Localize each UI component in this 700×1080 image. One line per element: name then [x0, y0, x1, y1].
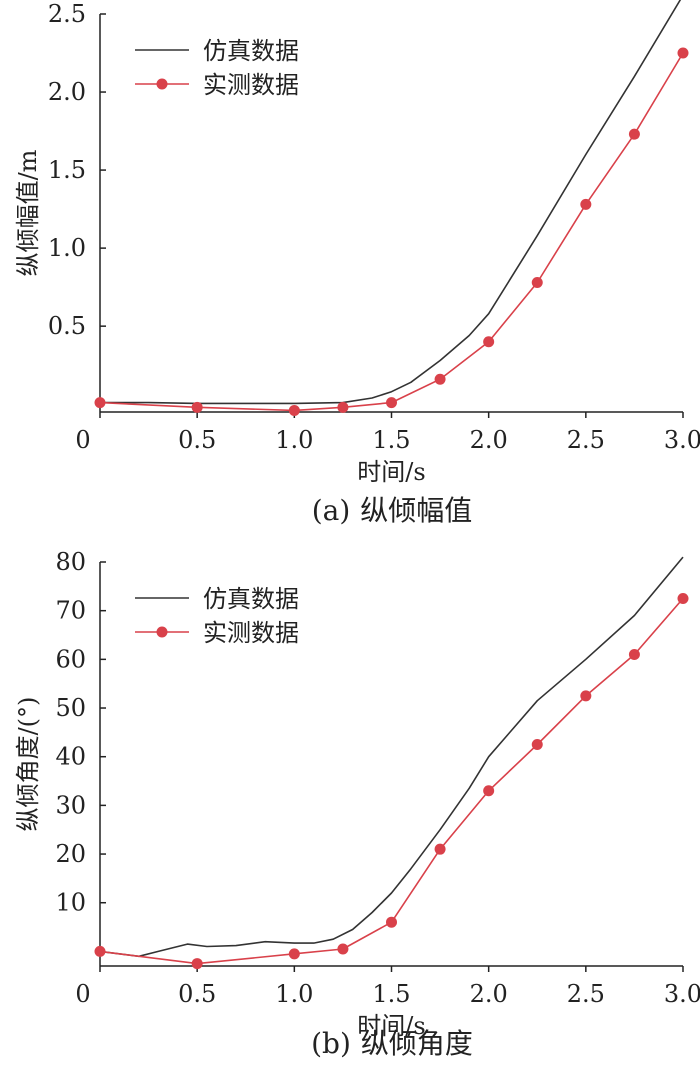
x-tick-label: 3.0 [664, 980, 700, 1008]
data-point [580, 198, 592, 210]
series-line-1 [100, 0, 682, 405]
data-point [386, 916, 397, 928]
caption-label: (a) [312, 494, 351, 527]
data-point [677, 593, 689, 605]
chart-trim-angle: 0 0.5 1.0 1.5 2.0 2.5 3.01020304050607080时间/s纵… [14, 548, 700, 1060]
x-tick-label: 0 [75, 980, 90, 1008]
x-tick-label: 0 [75, 426, 90, 454]
series-line-2 [99, 597, 684, 965]
y-tick-label: 60 [55, 645, 86, 673]
legend-label: 实测数据 [203, 71, 299, 99]
data-point [288, 404, 300, 416]
data-point [628, 648, 640, 660]
legend-label: 实测数据 [203, 619, 299, 647]
y-tick-label: 20 [55, 840, 86, 868]
caption-label: (b) [311, 1027, 351, 1060]
y-tick-label: 0.5 [48, 312, 86, 340]
caption-text: 纵倾角度 [361, 1027, 473, 1060]
x-tick-label: 1.0 [275, 426, 313, 454]
x-tick-label: 0.5 [178, 426, 216, 454]
series-line-1 [99, 556, 684, 958]
x-tick-label: 2.5 [567, 980, 605, 1008]
x-tick-label: 1.0 [275, 980, 313, 1008]
y-axis-label: 纵倾角度/(°) [14, 697, 42, 832]
data-point [288, 948, 300, 960]
data-point [337, 401, 349, 413]
y-tick-label: 40 [55, 743, 86, 771]
y-tick-label: 2.5 [48, 0, 86, 28]
x-tick-label: 2.5 [567, 426, 605, 454]
y-tick-label: 2.0 [48, 78, 86, 106]
legend-label: 仿真数据 [203, 37, 299, 65]
data-point [94, 397, 106, 409]
y-tick-label: 30 [55, 791, 86, 819]
data-point [191, 401, 203, 413]
data-point [483, 785, 495, 797]
y-tick-label: 50 [55, 694, 86, 722]
y-tick-label: 80 [55, 548, 86, 576]
y-tick-label: 1.0 [48, 234, 86, 262]
y-tick-label: 1.5 [48, 156, 86, 184]
data-point [434, 843, 446, 855]
data-point [580, 690, 592, 702]
data-point [386, 397, 397, 409]
y-axis-label: 纵倾幅值/m [14, 149, 42, 276]
legend-marker [156, 78, 168, 90]
series-line-2 [99, 52, 684, 412]
chart-trim-amplitude: 0 0.5 1.0 1.5 2.0 2.5 3.0 0.5 1.0 1.5 2.0 2.5 时间/s 纵倾… [14, 0, 700, 527]
x-tick-label: 1.5 [372, 426, 410, 454]
x-tick-label: 0.5 [178, 980, 216, 1008]
data-point [677, 47, 689, 59]
data-point [531, 739, 543, 751]
x-tick-label: 2.0 [470, 980, 508, 1008]
y-tick-label: 10 [55, 889, 86, 917]
data-point [434, 373, 446, 385]
x-axis-label: 时间/s [357, 458, 425, 486]
figure-caption: (b) 纵倾角度 [311, 1027, 473, 1060]
data-point [628, 128, 640, 140]
y-tick-label: 70 [55, 597, 86, 625]
figure-caption: (a) 纵倾幅值 [312, 494, 473, 527]
x-tick-label: 2.0 [470, 426, 508, 454]
data-point [191, 958, 203, 970]
legend-label: 仿真数据 [203, 585, 299, 613]
data-point [337, 943, 349, 955]
data-point [531, 276, 543, 288]
data-point [94, 945, 106, 957]
x-tick-label: 1.5 [372, 980, 410, 1008]
caption-text: 纵倾幅值 [360, 494, 472, 527]
x-axis-label: 时间/s [357, 1012, 425, 1040]
legend-marker [156, 626, 168, 638]
data-point [483, 336, 495, 348]
x-tick-label: 3.0 [664, 426, 700, 454]
